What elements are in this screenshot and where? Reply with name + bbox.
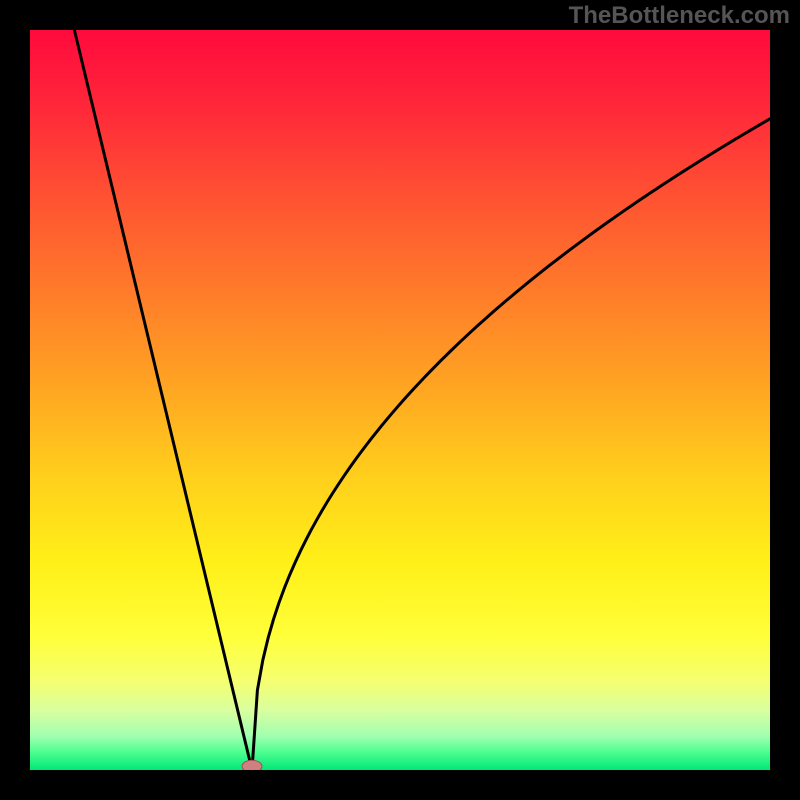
chart-frame: TheBottleneck.com [0, 0, 800, 800]
attribution-label: TheBottleneck.com [569, 2, 790, 30]
bottleneck-chart [30, 30, 770, 770]
gradient-background [30, 30, 770, 770]
optimum-marker [242, 760, 262, 770]
